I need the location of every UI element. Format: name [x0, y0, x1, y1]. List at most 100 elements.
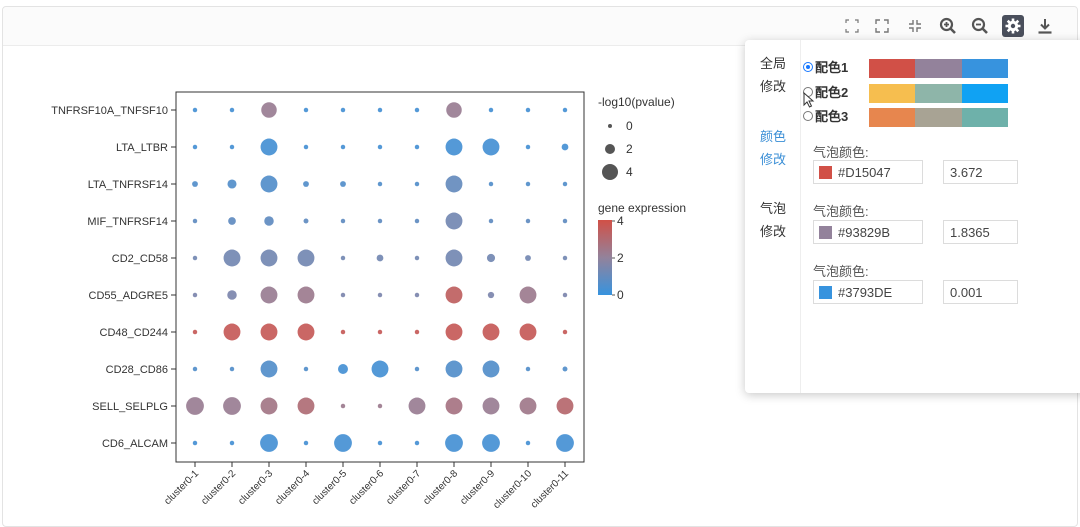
- data-point: CD48_CD244 / cluster0-2: [223, 323, 241, 341]
- color-scheme-3[interactable]: 配色3: [803, 108, 1013, 128]
- bubble-value-input-1[interactable]: 3.672: [943, 160, 1018, 184]
- scheme-2-label: 配色2: [815, 85, 849, 100]
- y-tick-label: CD6_ALCAM: [102, 438, 168, 450]
- data-point: MIF_TNFRSF14 / cluster0-3: [264, 216, 274, 226]
- bubble-color-label-3: 气泡颜色:: [813, 264, 869, 279]
- nav-color-modify[interactable]: 颜色修改: [760, 129, 787, 167]
- data-point: CD6_ALCAM / cluster0-9: [482, 434, 500, 452]
- data-point: MIF_TNFRSF14 / cluster0-4: [303, 218, 309, 224]
- data-point: TNFRSF10A_TNFSF10 / cluster0-4: [303, 107, 309, 113]
- color-scheme-1[interactable]: 配色1: [803, 59, 1013, 79]
- data-point: CD6_ALCAM / cluster0-10: [525, 440, 531, 446]
- data-point: CD48_CD244 / cluster0-4: [297, 323, 315, 341]
- y-tick-label: CD2_CD58: [112, 253, 168, 265]
- color-legend-title: gene expression: [598, 201, 686, 215]
- x-tick-label: cluster0-9: [458, 468, 497, 507]
- data-point: CD2_CD58 / cluster0-10: [525, 255, 531, 261]
- data-point: CD55_ADGRE5 / cluster0-3: [260, 286, 278, 304]
- nav-bubble-modify[interactable]: 气泡修改: [760, 201, 787, 239]
- scheme-3-swatch-1: [869, 108, 916, 127]
- data-point: LTA_LTBR / cluster0-7: [414, 144, 420, 150]
- data-point: CD2_CD58 / cluster0-2: [223, 249, 241, 267]
- data-point: TNFRSF10A_TNFSF10 / cluster0-1: [192, 107, 198, 113]
- settings-gear-icon[interactable]: [1002, 15, 1024, 37]
- data-point: CD28_CD86 / cluster0-1: [192, 366, 198, 372]
- bubble-color-swatch-3: [819, 286, 832, 299]
- fullscreen-icon[interactable]: [871, 15, 893, 37]
- color-scheme-2[interactable]: 配色2: [803, 84, 1013, 104]
- data-point: CD6_ALCAM / cluster0-7: [414, 440, 420, 446]
- data-point: CD55_ADGRE5 / cluster0-2: [227, 290, 237, 300]
- data-point: LTA_TNFRSF14 / cluster0-6: [377, 181, 383, 187]
- data-point: CD2_CD58 / cluster0-5: [340, 255, 346, 261]
- download-icon[interactable]: [1034, 15, 1056, 37]
- data-point: CD55_ADGRE5 / cluster0-9: [487, 291, 495, 299]
- data-point: CD55_ADGRE5 / cluster0-4: [297, 286, 315, 304]
- data-point: LTA_LTBR / cluster0-4: [303, 144, 309, 150]
- x-tick-label: cluster0-4: [273, 468, 312, 507]
- data-point: SELL_SELPLG / cluster0-4: [297, 397, 315, 415]
- data-point: LTA_LTBR / cluster0-6: [377, 144, 383, 150]
- x-tick-label: cluster0-7: [384, 468, 423, 507]
- y-tick-label: MIF_TNFRSF14: [87, 216, 168, 228]
- x-tick-label: cluster0-2: [199, 468, 238, 507]
- scheme-2-swatch-2: [915, 84, 962, 103]
- zoom-out-icon[interactable]: [969, 15, 991, 37]
- data-point: SELL_SELPLG / cluster0-3: [260, 397, 278, 415]
- scheme-1-swatch-1: [869, 59, 916, 78]
- data-point: LTA_LTBR / cluster0-11: [561, 143, 569, 151]
- data-point: CD48_CD244 / cluster0-8: [445, 323, 463, 341]
- data-point: CD48_CD244 / cluster0-7: [414, 329, 420, 335]
- data-point: CD48_CD244 / cluster0-11: [562, 329, 568, 335]
- data-point: CD6_ALCAM / cluster0-11: [556, 434, 574, 452]
- data-point: TNFRSF10A_TNFSF10 / cluster0-8: [446, 102, 462, 118]
- bubble-color-picker-2[interactable]: #93829B: [813, 220, 923, 244]
- y-tick-label: CD48_CD244: [100, 327, 168, 339]
- data-point: CD28_CD86 / cluster0-7: [414, 366, 420, 372]
- data-point: CD28_CD86 / cluster0-8: [445, 360, 463, 378]
- x-tick-label: cluster0-5: [310, 468, 349, 507]
- data-point: LTA_LTBR / cluster0-3: [260, 138, 278, 156]
- size-legend-label: 2: [626, 142, 633, 156]
- bubble-value-input-2[interactable]: 1.8365: [943, 220, 1018, 244]
- data-point: CD6_ALCAM / cluster0-8: [445, 434, 463, 452]
- exit-fullscreen-icon[interactable]: [904, 15, 926, 37]
- y-tick-label: LTA_TNFRSF14: [88, 179, 168, 191]
- size-legend-label: 4: [626, 165, 633, 179]
- x-tick-label: cluster0-1: [162, 468, 201, 507]
- data-point: MIF_TNFRSF14 / cluster0-8: [445, 212, 463, 230]
- bubble-color-picker-1[interactable]: #D15047: [813, 160, 923, 184]
- x-tick-label: cluster0-11: [529, 468, 572, 511]
- data-point: CD2_CD58 / cluster0-3: [260, 249, 278, 267]
- fit-screen-icon[interactable]: [841, 15, 863, 37]
- color-legend-bar: [598, 220, 612, 295]
- data-point: MIF_TNFRSF14 / cluster0-10: [525, 218, 531, 224]
- data-point: CD6_ALCAM / cluster0-1: [192, 440, 198, 446]
- bubble-value-input-3[interactable]: 0.001: [943, 280, 1018, 304]
- nav-global-modify[interactable]: 全局修改: [760, 56, 787, 94]
- scheme-2-palette: [869, 84, 1008, 103]
- data-point: SELL_SELPLG / cluster0-6: [377, 403, 383, 409]
- bubble-color-picker-3[interactable]: #3793DE: [813, 280, 923, 304]
- data-point: SELL_SELPLG / cluster0-8: [445, 397, 463, 415]
- data-point: SELL_SELPLG / cluster0-1: [186, 397, 204, 415]
- data-point: MIF_TNFRSF14 / cluster0-5: [340, 218, 346, 224]
- data-point: LTA_LTBR / cluster0-2: [229, 144, 235, 150]
- data-point: SELL_SELPLG / cluster0-2: [223, 397, 241, 415]
- scheme-3-palette: [869, 108, 1008, 127]
- x-tick-label: cluster0-10: [491, 468, 534, 511]
- scheme-3-radio[interactable]: [803, 111, 813, 121]
- scheme-1-radio[interactable]: [803, 62, 813, 72]
- data-point: SELL_SELPLG / cluster0-9: [482, 397, 500, 415]
- zoom-in-icon[interactable]: [937, 15, 959, 37]
- data-point: CD28_CD86 / cluster0-5: [338, 364, 348, 374]
- data-point: CD48_CD244 / cluster0-9: [482, 323, 500, 341]
- data-point: LTA_TNFRSF14 / cluster0-2: [227, 179, 237, 189]
- data-point: CD2_CD58 / cluster0-6: [376, 254, 384, 262]
- data-point: SELL_SELPLG / cluster0-7: [408, 397, 426, 415]
- settings-popup: 全局修改 颜色修改 气泡修改 配色1 配色2 配色3 气泡颜色:: [745, 40, 1080, 393]
- data-point: CD48_CD244 / cluster0-1: [192, 329, 198, 335]
- scheme-2-swatch-1: [869, 84, 916, 103]
- data-point: CD2_CD58 / cluster0-4: [297, 249, 315, 267]
